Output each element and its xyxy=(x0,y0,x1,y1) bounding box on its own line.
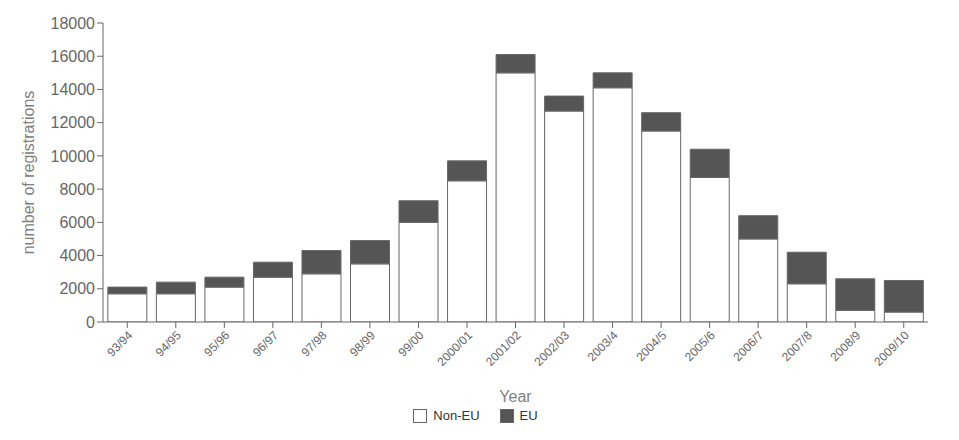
svg-text:Year: Year xyxy=(499,388,532,405)
svg-text:94/95: 94/95 xyxy=(153,328,184,359)
svg-text:4000: 4000 xyxy=(59,247,95,264)
svg-text:2002/03: 2002/03 xyxy=(532,328,573,369)
svg-text:96/97: 96/97 xyxy=(250,328,281,359)
svg-text:16000: 16000 xyxy=(51,48,96,65)
svg-text:2006/7: 2006/7 xyxy=(730,328,766,364)
svg-text:18000: 18000 xyxy=(51,15,96,32)
svg-text:2000/01: 2000/01 xyxy=(435,328,476,369)
svg-text:2007/8: 2007/8 xyxy=(779,328,815,364)
svg-text:14000: 14000 xyxy=(51,81,96,98)
svg-text:2000: 2000 xyxy=(59,280,95,297)
svg-text:6000: 6000 xyxy=(59,214,95,231)
svg-text:97/98: 97/98 xyxy=(298,328,329,359)
svg-text:2009/10: 2009/10 xyxy=(871,328,912,369)
svg-text:99/00: 99/00 xyxy=(395,328,426,359)
svg-text:0: 0 xyxy=(86,314,95,331)
svg-text:2004/5: 2004/5 xyxy=(633,328,669,364)
svg-text:2003/4: 2003/4 xyxy=(585,328,621,364)
svg-text:number of registrations: number of registrations xyxy=(20,91,37,255)
svg-text:2005/6: 2005/6 xyxy=(682,328,718,364)
svg-text:8000: 8000 xyxy=(59,181,95,198)
svg-text:12000: 12000 xyxy=(51,114,96,131)
svg-text:2001/02: 2001/02 xyxy=(483,328,524,369)
html-text:EU: EU xyxy=(519,408,538,423)
svg-text:93/94: 93/94 xyxy=(104,328,135,359)
svg-text:98/99: 98/99 xyxy=(347,328,378,359)
svg-text:95/96: 95/96 xyxy=(201,328,232,359)
svg-text:2008/9: 2008/9 xyxy=(827,328,863,364)
svg-text:10000: 10000 xyxy=(51,148,96,165)
html-text:Non-EU: Non-EU xyxy=(433,408,480,423)
